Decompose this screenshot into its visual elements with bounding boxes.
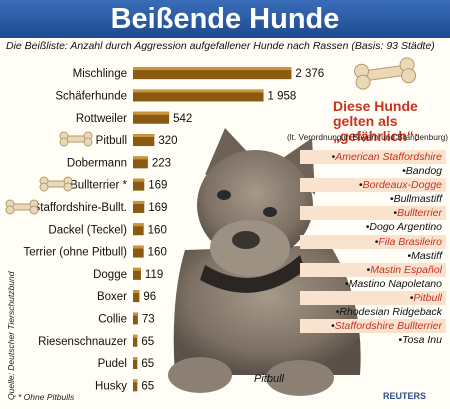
category-label: Riesenschnauzer (38, 336, 127, 348)
bar (133, 223, 144, 236)
breed-list-item: Rhodesian Ridgeback (300, 305, 446, 319)
category-label: Bullterrier * (70, 180, 127, 192)
bone-icon (5, 199, 39, 215)
bar-highlight (133, 357, 138, 361)
value-label: 160 (148, 247, 167, 259)
bar-highlight (133, 156, 148, 160)
breed-list-item: Mastino Napoletano (300, 277, 446, 291)
category-label: Pitbull (96, 135, 127, 147)
bar (133, 245, 144, 258)
category-label: Terrier (ohne Pitbull) (23, 247, 127, 259)
value-label: 223 (152, 157, 171, 169)
bar (133, 379, 138, 392)
category-label: Collie (98, 313, 127, 325)
category-label: Schäferhunde (55, 90, 127, 102)
bar (133, 156, 148, 169)
page-title: Beißende Hunde (0, 0, 450, 38)
value-label: 65 (141, 336, 154, 348)
breed-list-item: Staffordshire Bullterrier (300, 319, 446, 334)
bar (133, 200, 145, 213)
value-label: 119 (145, 269, 163, 281)
bone-icon (354, 57, 417, 90)
bar-highlight (133, 200, 145, 204)
bar (133, 312, 138, 325)
source-note: Quelle: Deutscher Tierschutzbund (6, 271, 16, 400)
bar-highlight (133, 134, 155, 138)
category-label: Boxer (97, 291, 127, 303)
bite-chart: Mischlinge 2 376 Schäferhunde 1 958 Rottweil… (23, 67, 324, 392)
bar-highlight (133, 89, 264, 93)
category-label: Staffordshire-Bullt. (33, 202, 127, 214)
bar (133, 178, 145, 191)
breed-list-item: Bandog (300, 164, 446, 178)
bar (133, 334, 138, 347)
breed-list-item: Fila Brasileiro (300, 234, 446, 249)
bar-highlight (133, 111, 170, 115)
dangerous-breeds-list: American StaffordshireBandogBordeaux-Dog… (300, 150, 446, 347)
value-label: 73 (142, 313, 155, 325)
category-label: Rottweiler (76, 113, 127, 125)
bar-highlight (133, 290, 140, 294)
category-label: Dackel (Teckel) (48, 224, 127, 236)
bar (133, 357, 138, 370)
value-label: 1 958 (268, 90, 297, 102)
breed-list-item: Bullterrier (300, 206, 446, 221)
footnote: * Ohne Pitbulls (18, 392, 75, 402)
bar (133, 290, 140, 303)
category-label: Pudel (98, 358, 127, 370)
value-label: 160 (148, 224, 167, 236)
dog-caption: Pitbull (254, 373, 284, 385)
bar-highlight (133, 379, 138, 383)
reuters-logo: REUTERS (383, 391, 427, 401)
breed-list-item: Dogo Argentino (300, 220, 446, 234)
breed-list-item: Bullmastiff (300, 192, 446, 206)
bar-highlight (133, 334, 138, 338)
bar-highlight (133, 267, 141, 271)
value-label: 65 (141, 380, 154, 392)
value-label: 542 (173, 113, 192, 125)
category-label: Husky (95, 380, 127, 392)
category-label: Dobermann (67, 157, 127, 169)
bar (133, 267, 141, 280)
breed-list-item: Pitbull (300, 290, 446, 306)
value-label: 169 (148, 202, 167, 214)
category-label: Dogge (93, 269, 127, 281)
value-label: 2 376 (295, 68, 324, 80)
bar (133, 67, 292, 80)
breed-list-item: Mastiff (300, 249, 446, 263)
bar-highlight (133, 67, 292, 71)
bar-highlight (133, 178, 145, 182)
value-label: 320 (158, 135, 177, 147)
category-label: Mischlinge (73, 68, 127, 80)
dangerous-breeds-title: Diese Hunde gelten als „gefährlich“: (333, 98, 419, 144)
breed-list-item: Mastin Español (300, 262, 446, 277)
bar-highlight (133, 245, 144, 249)
value-label: 169 (148, 180, 167, 192)
dangerous-breeds-note: (lt. Verordnung in Bayern und Brandenbur… (287, 132, 448, 142)
bone-icon (59, 131, 93, 147)
chart-subtitle: Die Beißliste: Anzahl durch Aggression a… (6, 40, 435, 52)
breed-list-item: Tosa Inu (300, 333, 446, 347)
bar-highlight (133, 312, 138, 316)
breed-list-item: American Staffordshire (300, 150, 446, 165)
bone-icon (39, 176, 73, 192)
value-label: 96 (143, 291, 156, 303)
breed-list-item: Bordeaux-Dogge (300, 178, 446, 193)
bar-highlight (133, 223, 144, 227)
value-label: 65 (141, 358, 154, 370)
